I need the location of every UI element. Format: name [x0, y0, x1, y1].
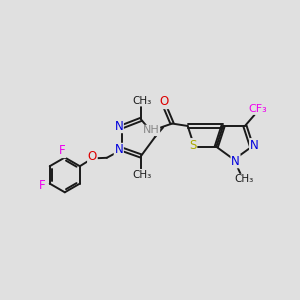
Text: F: F — [59, 144, 66, 158]
Text: N: N — [114, 119, 123, 133]
Text: N: N — [250, 139, 259, 152]
Text: CF₃: CF₃ — [248, 104, 267, 115]
Text: S: S — [189, 139, 197, 152]
Text: O: O — [159, 95, 169, 109]
Text: CH₃: CH₃ — [132, 169, 151, 180]
Text: CH₃: CH₃ — [235, 174, 254, 184]
Text: O: O — [88, 150, 97, 164]
Text: F: F — [39, 179, 46, 193]
Text: CH₃: CH₃ — [132, 96, 151, 106]
Text: N: N — [114, 143, 123, 157]
Text: N: N — [231, 154, 240, 168]
Text: NH: NH — [143, 125, 160, 136]
